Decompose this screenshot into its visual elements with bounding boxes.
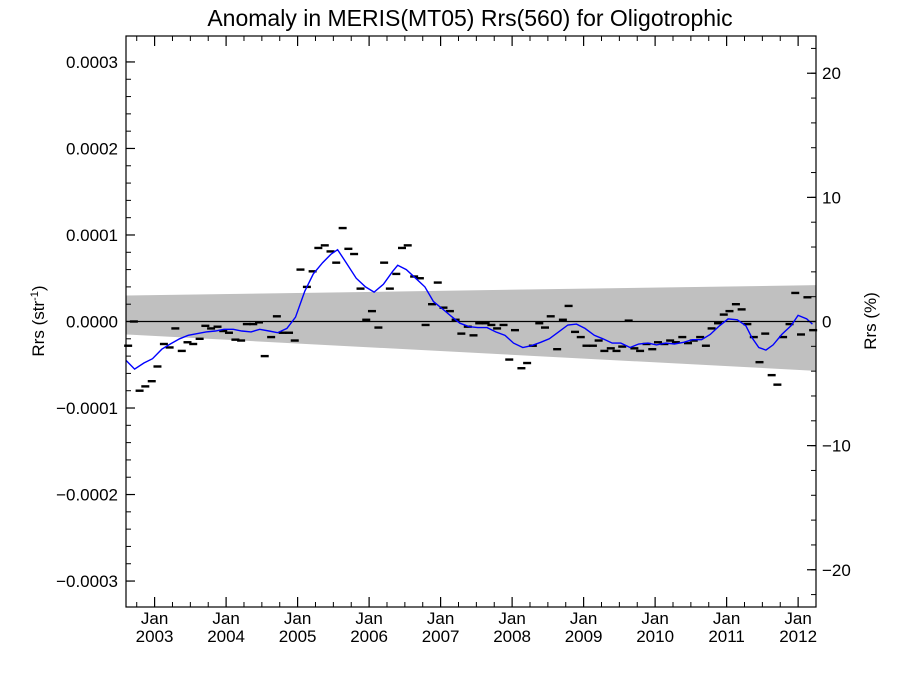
x-tick-month: Jan: [498, 609, 525, 628]
right-y-axis: −20 −10 0 10 20: [807, 47, 851, 596]
left-tick-label: 0.0000: [66, 313, 118, 332]
left-tick-label: −0.0003: [56, 572, 118, 591]
x-tick-year: 2008: [493, 627, 531, 646]
left-tick-label: −0.0002: [56, 486, 118, 505]
plot-area: [124, 226, 818, 392]
right-tick-label: −20: [822, 561, 851, 580]
x-axis: Jan2003Jan2004Jan2005Jan2006Jan2007Jan20…: [136, 36, 817, 646]
x-tick-year: 2006: [350, 627, 388, 646]
x-tick-month: Jan: [284, 609, 311, 628]
right-tick-label: 20: [822, 64, 841, 83]
x-tick-year: 2009: [565, 627, 603, 646]
x-tick-month: Jan: [141, 609, 168, 628]
x-tick-year: 2003: [136, 627, 174, 646]
x-tick-year: 2011: [708, 627, 745, 646]
x-tick-month: Jan: [570, 609, 597, 628]
x-tick-month: Jan: [212, 609, 239, 628]
x-tick-year: 2007: [422, 627, 460, 646]
x-tick-month: Jan: [355, 609, 382, 628]
left-tick-label: 0.0002: [66, 139, 118, 158]
left-y-axis: −0.0003 −0.0002 −0.0001 0.0000 0.0001 0.0002 0…: [56, 53, 135, 591]
x-tick-year: 2012: [779, 627, 817, 646]
right-axis-label: Rrs (%): [861, 292, 880, 350]
x-tick-month: Jan: [713, 609, 740, 628]
chart-title: Anomaly in MERIS(MT05) Rrs(560) for Olig…: [207, 5, 732, 31]
uncertainty-band: [126, 285, 816, 371]
right-tick-label: 10: [822, 188, 841, 207]
left-tick-label: 0.0001: [66, 226, 118, 245]
x-tick-year: 2005: [279, 627, 317, 646]
x-tick-month: Jan: [641, 609, 668, 628]
x-tick-year: 2010: [636, 627, 674, 646]
x-tick-month: Jan: [427, 609, 454, 628]
left-tick-label: 0.0003: [66, 53, 118, 72]
right-tick-label: −10: [822, 437, 851, 456]
left-axis-label: Rrs (str-1): [29, 285, 48, 356]
x-tick-month: Jan: [784, 609, 811, 628]
right-tick-label: 0: [822, 313, 831, 332]
smoothed-anomaly-line: [125, 248, 813, 370]
left-tick-label: −0.0001: [56, 399, 118, 418]
x-tick-year: 2004: [207, 627, 245, 646]
